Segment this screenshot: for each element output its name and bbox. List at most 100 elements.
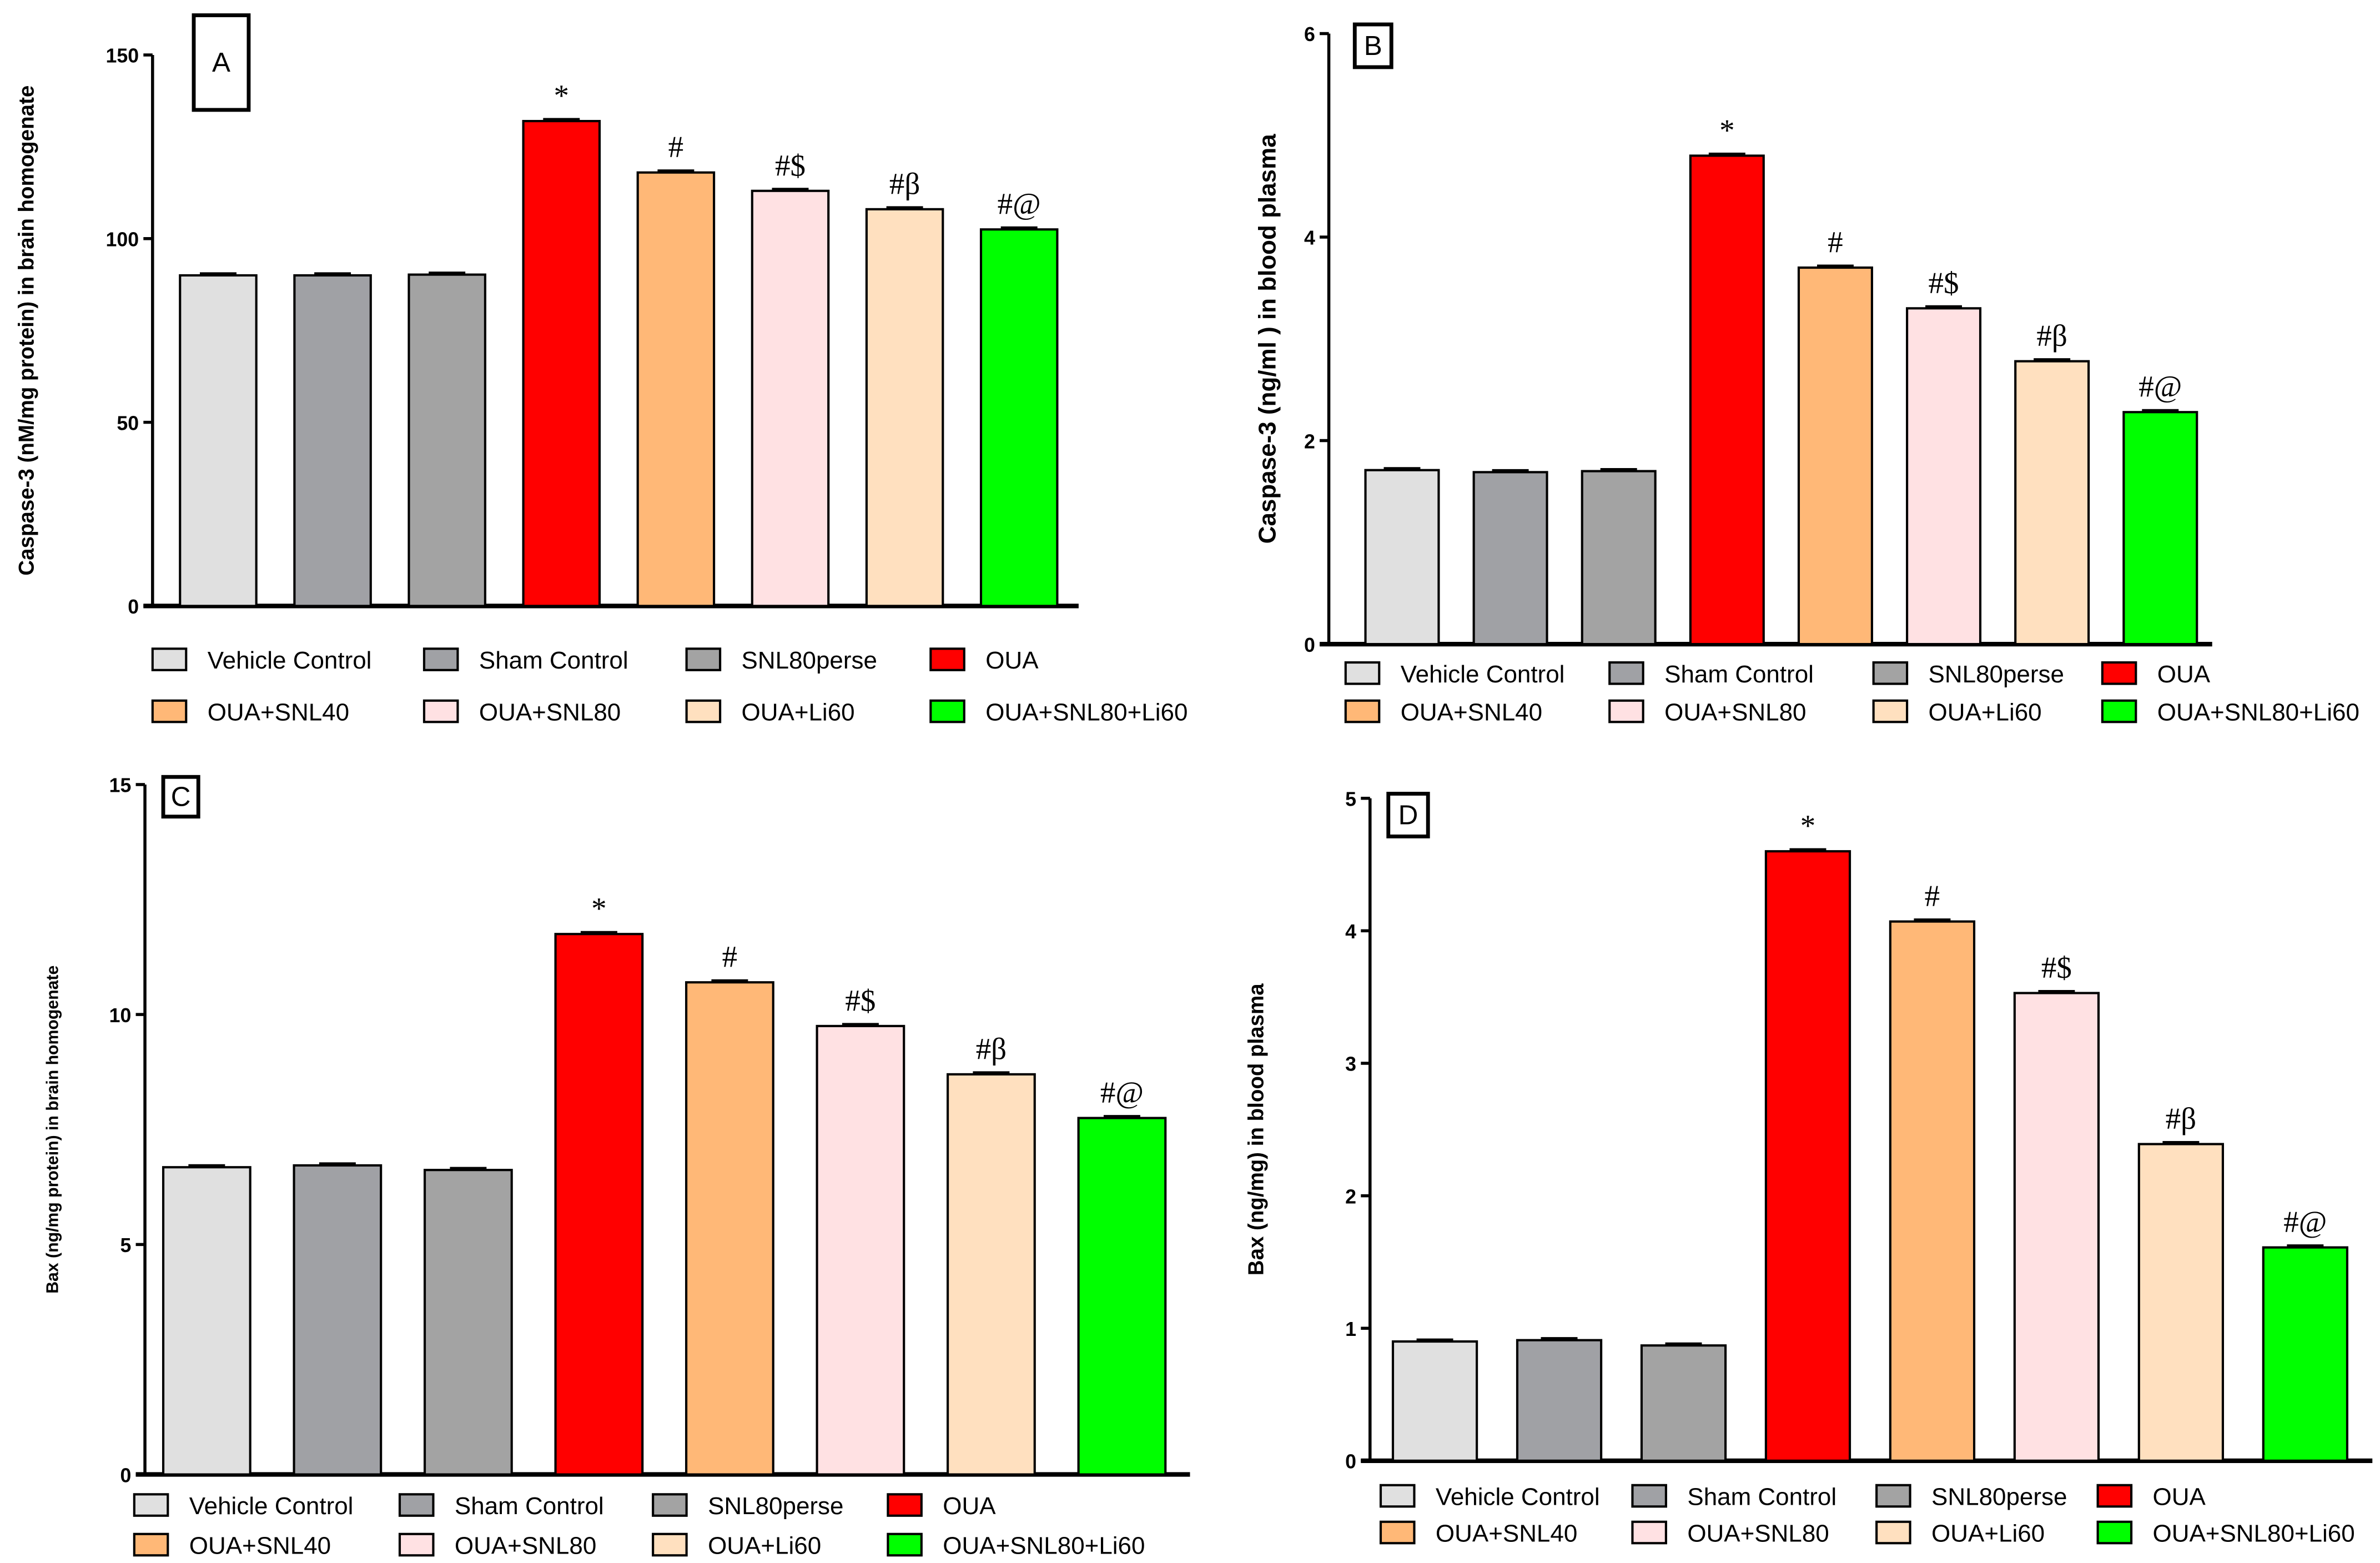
y-tick-label: 100	[105, 229, 139, 251]
legend-swatch	[151, 647, 188, 671]
legend-label: OUA+SNL80+Li60	[985, 699, 1188, 726]
y-tick-label: 0	[1345, 1451, 1356, 1473]
legend-label: OUA	[2157, 661, 2211, 688]
panel-label-box	[192, 13, 251, 112]
legend-label: Vehicle Control	[1401, 661, 1565, 688]
legend-swatch	[1379, 1484, 1416, 1508]
significance-label: *	[1800, 809, 1815, 843]
legend-label: Vehicle Control	[189, 1492, 354, 1520]
y-tick-label: 4	[1304, 227, 1315, 249]
legend-swatch	[2096, 1484, 2133, 1508]
legend-swatch	[1608, 699, 1644, 723]
y-tick-label: 50	[117, 412, 139, 434]
legend-label: OUA+SNL40	[189, 1532, 331, 1559]
y-tick-label: 0	[120, 1464, 131, 1486]
bar-snl80perse	[407, 273, 486, 607]
y-axis-label: Caspase-3 (ng/ml ) in blood plasma	[1254, 134, 1281, 544]
legend-swatch	[887, 1532, 923, 1557]
bar-oua-snl80	[816, 1024, 905, 1476]
legend-swatch	[1875, 1520, 1911, 1545]
panel-label: D	[1398, 800, 1418, 830]
y-axis-label: Bax (ng/mg protein) in brain homogenate	[43, 966, 62, 1294]
y-tick-label: 5	[120, 1234, 131, 1257]
bar-oua	[554, 933, 644, 1476]
legend-swatch	[422, 699, 459, 723]
legend-swatch	[887, 1493, 923, 1517]
legend-swatch	[398, 1532, 435, 1557]
legend-swatch	[685, 647, 722, 671]
bar-snl80perse	[1581, 470, 1657, 646]
legend-swatch	[652, 1532, 688, 1557]
significance-label: *	[1719, 113, 1734, 147]
legend-label: OUA+SNL80+Li60	[2153, 1520, 2355, 1547]
bar-sham-control	[293, 1164, 383, 1476]
legend-swatch	[1631, 1520, 1667, 1545]
legend-label: OUA+SNL40	[1436, 1520, 1577, 1547]
bar-vehicle-control	[1364, 469, 1440, 646]
y-tick-label: 0	[1304, 634, 1315, 656]
legend-swatch	[133, 1532, 169, 1557]
legend-label: OUA+Li60	[1929, 699, 2042, 726]
legend-label: SNL80perse	[742, 647, 877, 674]
panel-label-box	[1352, 22, 1393, 69]
significance-label: #β	[976, 1032, 1007, 1066]
panel-label-box	[1386, 792, 1430, 838]
y-tick-label: 150	[105, 45, 139, 67]
y-tick-label: 3	[1345, 1053, 1356, 1075]
bar-oua-snl80-li60	[1077, 1117, 1167, 1476]
legend-label: OUA+SNL80+Li60	[943, 1532, 1145, 1559]
significance-label: #@	[1100, 1075, 1144, 1109]
legend-label: SNL80perse	[1929, 661, 2064, 688]
chart-panel-a: 0 50 100 150 Caspase-3 (nM/mg protein) in br…	[14, 13, 1188, 726]
legend-swatch	[652, 1493, 688, 1517]
bar-vehicle-control	[179, 274, 258, 607]
legend-swatch	[2101, 661, 2137, 685]
legend-label: OUA+SNL40	[1401, 699, 1542, 726]
legend-swatch	[1344, 661, 1381, 685]
chart-panel-c: 0 5 10 15 Bax (ng/mg protein) in brain homog…	[43, 775, 1190, 1560]
panel-label: B	[1364, 31, 1382, 61]
legend-swatch	[422, 647, 459, 671]
y-axis-label: Bax (ng/mg) in blood plasma	[1244, 983, 1268, 1275]
significance-label: *	[554, 79, 569, 113]
chart-panel-b: 0 2 4 6 Caspase-3 (ng/ml ) in blood plasma B *…	[1254, 22, 2359, 726]
bar-oua-snl40	[636, 171, 716, 607]
bar-oua-snl40	[1889, 920, 1976, 1462]
bar-sham-control	[293, 274, 372, 607]
legend-label: Vehicle Control	[208, 647, 372, 674]
legend-label: OUA+Li60	[708, 1532, 821, 1559]
legend-swatch	[929, 647, 965, 671]
chart-panel-d: 0 1 2 3 4 5 Bax (ng/mg) in blood plasma D * # #$ #β…	[1244, 788, 2373, 1547]
significance-label: #	[668, 130, 683, 164]
y-tick-label: 4	[1345, 921, 1356, 943]
significance-label: #@	[2283, 1205, 2327, 1239]
legend-label: Sham Control	[479, 647, 628, 674]
legend-swatch	[1872, 699, 1909, 723]
legend-swatch	[151, 699, 188, 723]
bar-oua-snl80	[751, 189, 830, 607]
bar-oua-li60	[865, 208, 944, 607]
significance-label: *	[591, 892, 606, 926]
y-tick-label: 6	[1304, 23, 1315, 46]
significance-label: #	[722, 940, 737, 974]
panel-label: A	[212, 47, 230, 78]
legend-swatch	[685, 699, 722, 723]
bar-snl80perse	[1640, 1344, 1727, 1462]
legend-swatch	[1875, 1484, 1911, 1508]
y-tick-label: 1	[1345, 1318, 1356, 1340]
bar-sham-control	[1472, 471, 1548, 646]
legend-label: Sham Control	[1687, 1484, 1836, 1511]
bar-oua-snl80-li60	[979, 228, 1059, 607]
legend-swatch	[929, 699, 965, 723]
legend-swatch	[2101, 699, 2137, 723]
legend-label: OUA+SNL80	[455, 1532, 596, 1559]
significance-label: #$	[2041, 951, 2072, 984]
bar-oua-snl80-li60	[2122, 411, 2198, 646]
legend-swatch	[2096, 1520, 2133, 1545]
significance-label: #β	[889, 167, 920, 200]
legend-swatch	[1379, 1520, 1416, 1545]
legend-label: OUA	[943, 1492, 996, 1520]
legend-swatch	[1344, 699, 1381, 723]
bar-snl80perse	[424, 1169, 513, 1476]
bar-oua-snl40	[1797, 266, 1873, 646]
